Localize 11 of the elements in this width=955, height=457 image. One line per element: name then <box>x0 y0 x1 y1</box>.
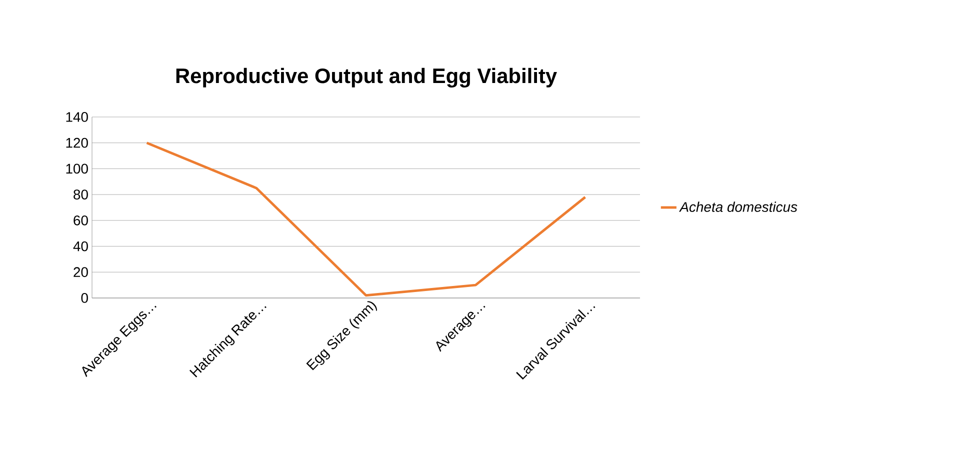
y-tick-label: 120 <box>66 138 88 148</box>
y-tick-label: 60 <box>74 215 88 226</box>
y-tick-label: 140 <box>66 112 88 122</box>
legend-label: Acheta domesticus <box>679 202 798 212</box>
chart-title: Reproductive Output and Egg Viability <box>176 68 557 88</box>
y-tick-label: 100 <box>66 164 88 174</box>
line-series <box>146 142 586 297</box>
y-tick-label: 20 <box>74 267 88 278</box>
y-tick-label: 80 <box>74 190 88 200</box>
y-tick-label: 40 <box>73 241 88 252</box>
y-tick-label: 0 <box>81 293 88 303</box>
